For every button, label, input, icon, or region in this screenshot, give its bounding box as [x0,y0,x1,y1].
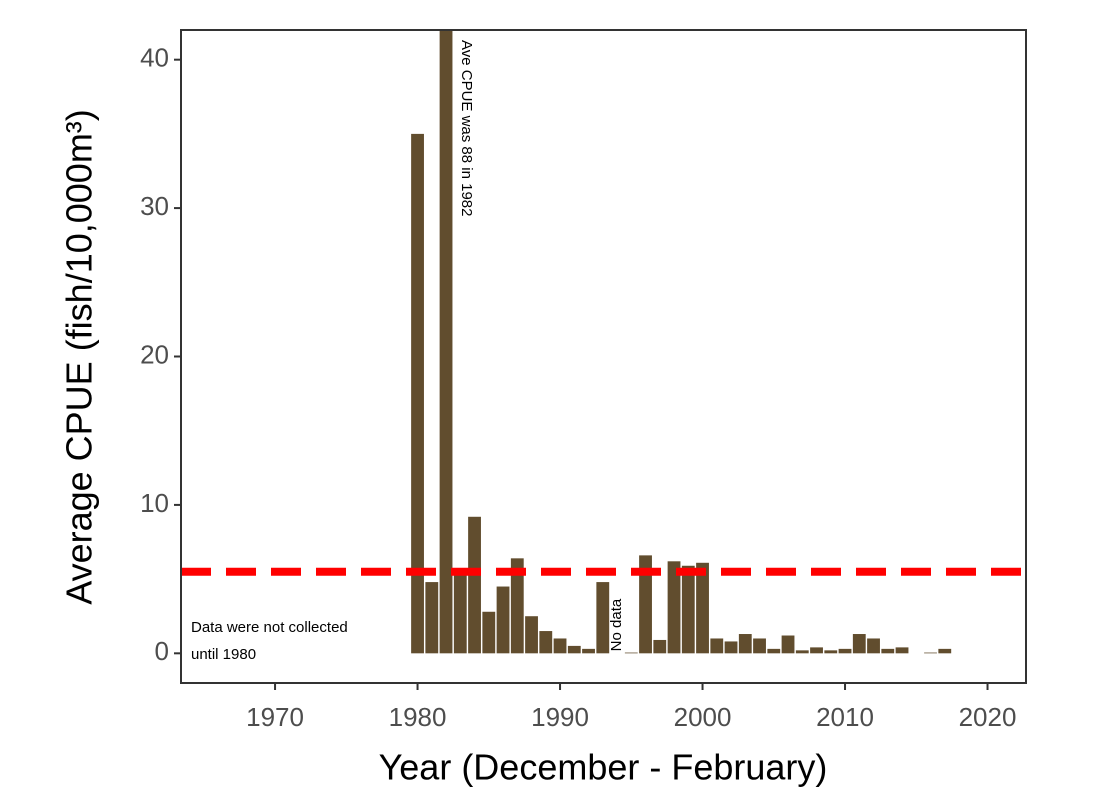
bar [753,638,766,654]
bar [696,562,709,654]
x-tick-label: 2000 [674,702,732,732]
bar [895,647,909,654]
bar [510,558,524,654]
bar [867,638,880,654]
x-axis-title: Year (December - February) [379,747,828,788]
bar [624,652,638,654]
y-tick-label: 20 [140,339,169,369]
bar [425,582,439,654]
bar [482,611,496,654]
bar [724,641,738,654]
bar [924,652,937,654]
bar [710,638,724,654]
bar [596,582,610,654]
bar [525,616,538,654]
bar [653,639,667,654]
y-tick-label: 10 [140,488,169,518]
bar [667,561,681,654]
bar [738,634,752,654]
annotation: until 1980 [191,646,256,663]
y-axis-title: Average CPUE (fish/10,000m³) [59,109,100,605]
bar [496,586,510,654]
bar [838,648,852,654]
annotation: No data [608,598,625,651]
bar [468,516,481,654]
bar [810,647,823,654]
y-tick-label: 30 [140,191,169,221]
y-tick-label: 40 [140,43,169,73]
bar [781,635,795,654]
bar [824,650,838,654]
bar [582,648,595,654]
x-tick-label: 1980 [389,702,447,732]
bar [881,648,895,654]
annotation: Ave CPUE was 88 in 1982 [458,40,475,217]
plot-area [181,30,1026,654]
bar [681,565,695,654]
bar [453,568,467,654]
bar [938,648,952,654]
bar [639,555,652,654]
bar [539,631,553,654]
bar [795,650,809,654]
bar [553,638,567,654]
x-tick-label: 2010 [816,702,874,732]
bar [439,30,453,654]
bar [767,648,781,654]
bar [411,133,424,654]
y-tick-label: 0 [155,636,169,666]
x-tick-label: 2020 [959,702,1017,732]
x-tick-label: 1990 [531,702,589,732]
bar [852,634,866,654]
annotation: Data were not collected [191,619,348,636]
bar [567,645,581,654]
x-tick-label: 1970 [246,702,304,732]
